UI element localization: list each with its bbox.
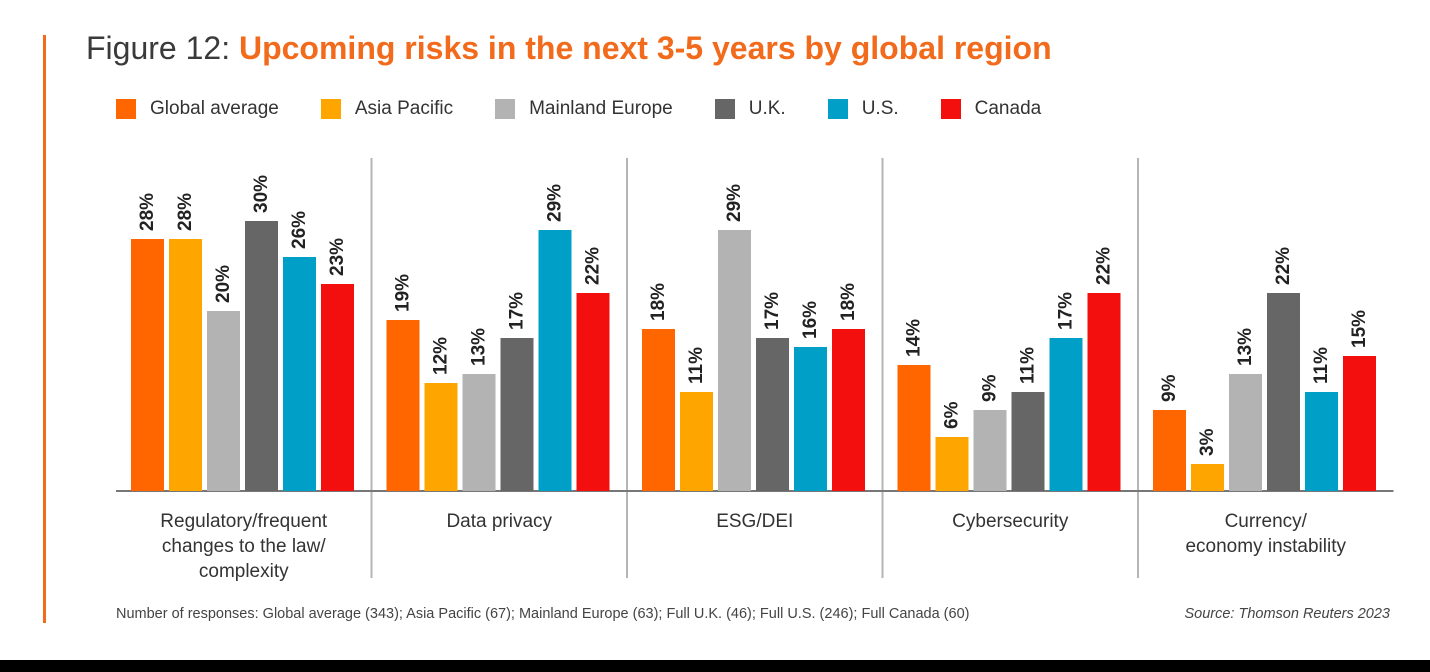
- bar: [207, 311, 240, 491]
- bar: [1343, 356, 1376, 491]
- bar: [538, 230, 572, 491]
- data-label: 18%: [648, 283, 669, 321]
- bar: [680, 392, 713, 491]
- bar: [462, 374, 496, 491]
- bar: [131, 239, 164, 491]
- bar: [283, 257, 316, 491]
- bar: [897, 365, 931, 491]
- data-label: 22%: [1094, 247, 1115, 285]
- bar: [500, 338, 534, 491]
- accent-line: [43, 35, 46, 623]
- bar: [794, 347, 827, 491]
- bar: [1229, 374, 1262, 491]
- bar: [1087, 293, 1121, 491]
- bar-chart: 28% 28% 20% 30% 26% 23% Regulatory/frequent cha…: [116, 158, 1394, 582]
- category-label: Data privacy: [446, 511, 552, 532]
- bar: [973, 410, 1007, 491]
- legend-label: U.K.: [748, 98, 786, 119]
- category-label: Regulatory/frequent: [160, 511, 328, 532]
- data-label: 18%: [838, 283, 859, 321]
- bar: [1191, 464, 1224, 491]
- data-label: 12%: [431, 337, 452, 375]
- bar: [935, 437, 969, 491]
- legend-swatch: [940, 99, 961, 119]
- legend-swatch: [495, 99, 516, 119]
- bar: [642, 329, 675, 491]
- data-label: 23%: [327, 238, 348, 276]
- responses-footnote: Number of responses: Global average (343…: [116, 606, 970, 622]
- legend-item: Global average: [116, 98, 279, 120]
- data-label: 11%: [686, 347, 707, 384]
- figure-title: Figure 12: Upcoming risks in the next 3-…: [86, 26, 1052, 70]
- legend-swatch: [320, 99, 341, 119]
- category-label: ESG/DEI: [716, 511, 793, 532]
- bar: [718, 230, 751, 491]
- legend-item: Mainland Europe: [495, 98, 673, 120]
- data-label: 17%: [507, 292, 528, 330]
- bar: [1153, 410, 1186, 491]
- data-label: 11%: [1018, 347, 1039, 384]
- data-label: 28%: [175, 193, 196, 231]
- data-label: 29%: [545, 184, 566, 222]
- legend-label: Mainland Europe: [529, 98, 673, 119]
- data-label: 6%: [942, 401, 963, 429]
- data-label: 3%: [1197, 428, 1218, 456]
- data-label: 30%: [251, 175, 272, 213]
- data-label: 13%: [1235, 328, 1256, 366]
- data-label: 19%: [393, 274, 414, 312]
- legend-item: U.K.: [714, 98, 786, 120]
- data-label: 15%: [1349, 310, 1370, 348]
- data-label: 9%: [980, 374, 1001, 402]
- category-label: economy instability: [1185, 536, 1346, 557]
- bar: [1305, 392, 1338, 491]
- data-label: 22%: [583, 247, 604, 285]
- bar: [576, 293, 610, 491]
- data-label: 17%: [1056, 292, 1077, 330]
- category-label: changes to the law/: [162, 536, 326, 557]
- bar: [1049, 338, 1083, 491]
- legend-label: Canada: [974, 98, 1042, 119]
- data-label: 13%: [469, 328, 490, 366]
- category-label: Cybersecurity: [952, 511, 1069, 532]
- data-label: 17%: [762, 292, 783, 330]
- bar: [1267, 293, 1300, 491]
- data-label: 28%: [137, 193, 158, 231]
- chart-title: Upcoming risks in the next 3-5 years by …: [238, 30, 1052, 66]
- legend-item: U.S.: [827, 98, 899, 120]
- data-label: 9%: [1159, 374, 1180, 402]
- category-label: complexity: [199, 561, 289, 582]
- data-label: 16%: [800, 301, 821, 339]
- legend-label: Asia Pacific: [354, 98, 454, 119]
- data-label: 20%: [213, 265, 234, 303]
- bar: [245, 221, 278, 491]
- data-label: 11%: [1311, 347, 1332, 384]
- data-label: 14%: [904, 319, 925, 357]
- legend-label: U.S.: [861, 98, 899, 119]
- bar: [169, 239, 202, 491]
- bar: [756, 338, 789, 491]
- legend-swatch: [827, 99, 848, 119]
- category-label: Currency/: [1225, 511, 1308, 532]
- figure-label: Figure 12:: [86, 30, 231, 66]
- bar: [1011, 392, 1045, 491]
- data-label: 22%: [1273, 247, 1294, 285]
- legend-item: Canada: [940, 98, 1042, 120]
- legend: Global average Asia Pacific Mainland Europ…: [116, 96, 1083, 122]
- legend-swatch: [116, 99, 136, 119]
- bar: [424, 383, 458, 491]
- data-label: 29%: [724, 184, 745, 222]
- legend-label: Global average: [150, 98, 279, 119]
- bar: [386, 320, 420, 491]
- bar: [832, 329, 865, 491]
- data-label: 26%: [289, 211, 310, 249]
- legend-item: Asia Pacific: [320, 98, 454, 120]
- bar: [321, 284, 354, 491]
- legend-swatch: [714, 99, 735, 119]
- source-note: Source: Thomson Reuters 2023: [1184, 606, 1390, 622]
